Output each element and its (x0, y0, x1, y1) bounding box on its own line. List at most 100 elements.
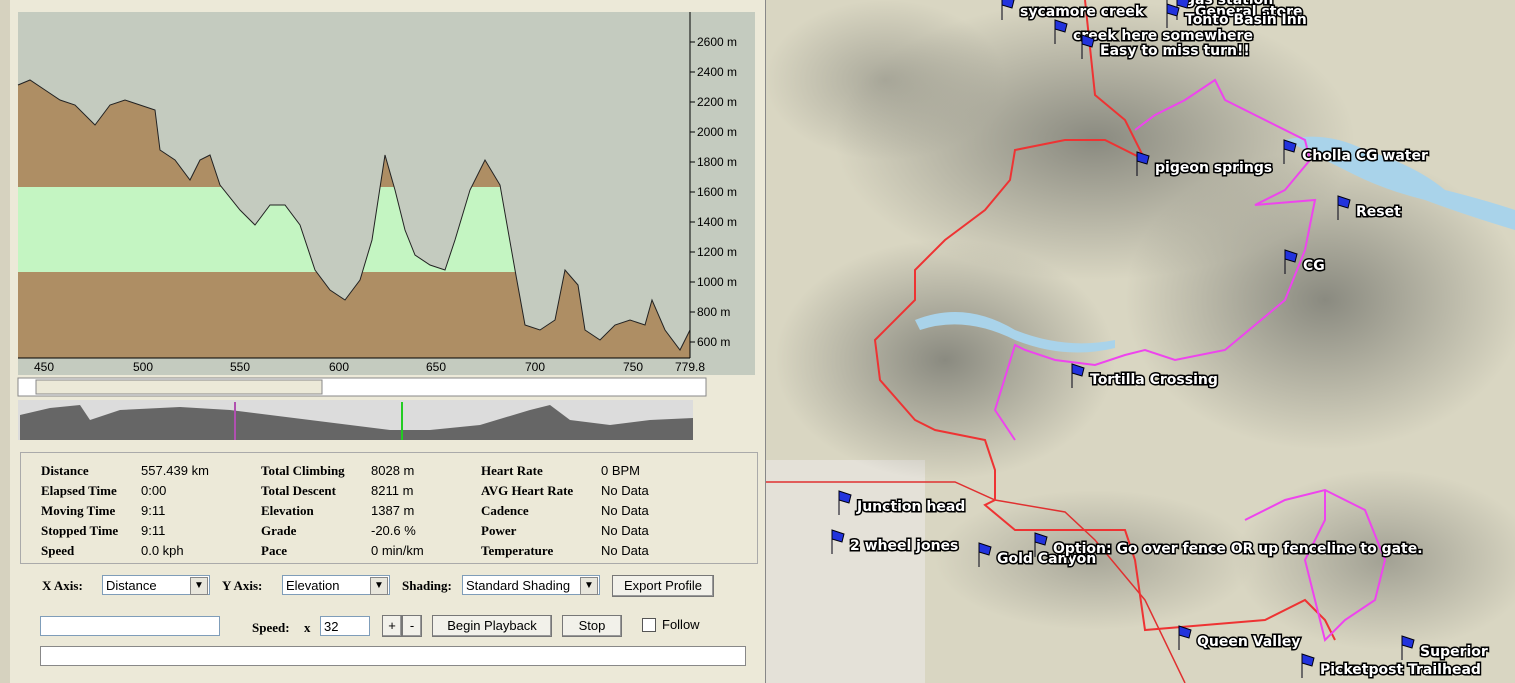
stat-value: 1387 m (371, 503, 415, 518)
map-flag (1136, 151, 1150, 176)
y-tick-label: 2200 m (697, 95, 737, 109)
speed-input[interactable]: 32 (320, 616, 370, 636)
value: Standard Shading (466, 578, 571, 593)
stat-value: 0 min/km (371, 543, 424, 558)
map-flag (1301, 653, 1315, 678)
route-red (873, 0, 1336, 641)
map-label: Gold Canyon (997, 551, 1096, 567)
shading-select[interactable]: Standard Shading ▼ (462, 575, 600, 595)
stat-value: 8028 m (371, 463, 415, 478)
stat-label: Total Climbing (261, 463, 345, 478)
stat-value: 0 BPM (601, 463, 641, 478)
map-label: Junction head (856, 499, 965, 515)
map-flag (1401, 635, 1415, 660)
x-tick-label: 750 (623, 360, 643, 374)
map-flag (838, 490, 852, 515)
lake (1285, 136, 1515, 230)
y-tick-label: 2000 m (697, 125, 737, 139)
map-flag (1071, 363, 1085, 388)
stat-label: AVG Heart Rate (481, 483, 574, 498)
map-label: 2 wheel jones (850, 538, 958, 554)
stat-value: 0:00 (141, 483, 167, 498)
y-axis-select[interactable]: Elevation ▼ (282, 575, 390, 595)
minus-button[interactable]: - (402, 615, 422, 637)
y-tick-label: 2400 m (697, 65, 737, 79)
y-tick-label: 1000 m (697, 275, 737, 289)
stat-value: No Data (601, 523, 649, 538)
map-label: Cholla CG water (1302, 148, 1428, 164)
route-magenta (993, 78, 1317, 441)
map-flag (978, 542, 992, 567)
stat-label: Speed (41, 543, 75, 558)
stat-value: 0.0 kph (141, 543, 184, 558)
map-label: Option: Go over fence OR up fenceline to… (1053, 541, 1423, 557)
stop-button[interactable]: Stop (562, 615, 622, 637)
profile-outline (17, 79, 691, 351)
map-flag (1337, 195, 1351, 220)
map-label: gas station (1185, 0, 1273, 8)
shading-label: Shading: (402, 578, 452, 593)
stat-value: No Data (601, 483, 649, 498)
stat-label: Temperature (481, 543, 554, 558)
stat-label: Elevation (261, 503, 314, 518)
map-label: Reset (1356, 204, 1401, 220)
stat-label: Grade (261, 523, 297, 538)
x-axis-select[interactable]: Distance ▼ (102, 575, 210, 595)
begin-playback-button[interactable]: Begin Playback (432, 615, 552, 637)
plus-button[interactable]: + (382, 615, 402, 637)
x-tick-label: 500 (133, 360, 153, 374)
map-label: Superior (1420, 644, 1488, 660)
map-flag (1081, 34, 1095, 59)
y-tick-label: 1600 m (697, 185, 737, 199)
value: Distance (106, 578, 157, 593)
stat-value: 557.439 km (141, 463, 209, 478)
playback-slider[interactable] (40, 646, 746, 666)
map-flag (1284, 249, 1298, 274)
map-label: Tonto Basin Inn (1185, 12, 1307, 28)
x-axis-label: X Axis: (42, 578, 83, 593)
follow-label: Follow (662, 617, 700, 632)
scroll-thumb[interactable] (35, 379, 323, 395)
stats-box: Distance 557.439 km Total Climbing 8028 m He… (20, 452, 758, 564)
y-tick-label: 1200 m (697, 245, 737, 259)
stat-label: Stopped Time (41, 523, 119, 538)
profile-panel: 2600 m 2400 m 2200 m 2000 m 1800 m 1600 m 1400… (10, 0, 766, 683)
stat-label: Pace (261, 543, 287, 558)
map-label: Queen Valley (1197, 634, 1300, 650)
y-axis-label: Y Axis: (222, 578, 263, 593)
map-flag (1283, 139, 1297, 164)
map-flag (1054, 19, 1068, 44)
stat-label: Cadence (481, 503, 529, 518)
highway (765, 481, 1186, 683)
y-tick-label: 2600 m (697, 35, 737, 49)
speed-x: x (304, 620, 311, 635)
map-label: CG (1303, 258, 1325, 274)
map-label: pigeon springs (1155, 160, 1272, 176)
map-label: sycamore creek (1020, 4, 1145, 20)
y-tick-label: 1800 m (697, 155, 737, 169)
stat-label: Elapsed Time (41, 483, 117, 498)
map-flag (1166, 3, 1180, 28)
x-tick-label: 779.8 (675, 360, 705, 374)
route-magenta-south (1244, 488, 1387, 642)
stat-label: Distance (41, 463, 89, 478)
x-tick-label: 550 (230, 360, 250, 374)
follow-checkbox[interactable] (642, 618, 656, 632)
stat-label: Total Descent (261, 483, 336, 498)
stat-value: 9:11 (141, 503, 166, 518)
overview-profile (20, 405, 693, 440)
export-button[interactable]: Export Profile (612, 575, 714, 597)
text-input[interactable] (40, 616, 220, 636)
x-tick-label: 450 (34, 360, 54, 374)
profile-graph: 2600 m 2400 m 2200 m 2000 m 1800 m 1600 m 1400… (17, 12, 755, 440)
map-label: Picketpost Trailhead (1320, 662, 1481, 678)
map-flag (1034, 532, 1048, 557)
x-tick-label: 700 (525, 360, 545, 374)
stat-label: Power (481, 523, 517, 538)
y-tick-label: 800 m (697, 305, 730, 319)
map-flag (1178, 625, 1192, 650)
river (915, 312, 1115, 353)
stat-value: -20.6 % (371, 523, 416, 538)
